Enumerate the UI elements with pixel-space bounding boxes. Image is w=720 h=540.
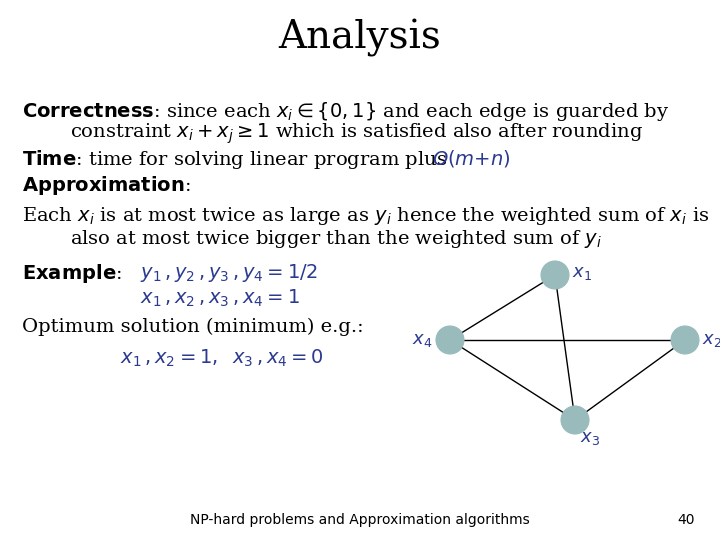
Text: $\mathbf{Approximation}$:: $\mathbf{Approximation}$: — [22, 174, 191, 197]
Text: $y_1\,, y_2\,, y_3\,, y_4 = 1/2$: $y_1\,, y_2\,, y_3\,, y_4 = 1/2$ — [140, 262, 318, 284]
Text: $x_1$: $x_1$ — [572, 264, 592, 282]
Text: $\mathbf{Example}$:: $\mathbf{Example}$: — [22, 262, 122, 285]
Text: also at most twice bigger than the weighted sum of $y_i$: also at most twice bigger than the weigh… — [70, 228, 602, 250]
Circle shape — [561, 406, 589, 434]
Text: $x_1\,, x_2\,, x_3\,, x_4 = 1$: $x_1\,, x_2\,, x_3\,, x_4 = 1$ — [140, 288, 300, 309]
Text: $O(m{+}n)$: $O(m{+}n)$ — [432, 148, 510, 169]
Text: Analysis: Analysis — [279, 19, 441, 57]
Text: $x_2$: $x_2$ — [702, 331, 720, 349]
Text: Each $x_i$ is at most twice as large as $y_i$ hence the weighted sum of $x_i$ is: Each $x_i$ is at most twice as large as … — [22, 205, 709, 227]
Text: 40: 40 — [678, 513, 695, 527]
Text: $x_4$: $x_4$ — [412, 331, 433, 349]
Circle shape — [541, 261, 569, 289]
Text: constraint $x_i + x_j \geq 1$ which is satisfied also after rounding: constraint $x_i + x_j \geq 1$ which is s… — [70, 122, 643, 146]
Text: $x_1\,, x_2 = 1, \;\; x_3\,, x_4 = 0$: $x_1\,, x_2 = 1, \;\; x_3\,, x_4 = 0$ — [120, 348, 324, 369]
Text: Optimum solution (minimum) e.g.:: Optimum solution (minimum) e.g.: — [22, 318, 364, 336]
Text: $\mathbf{Correctness}$: since each $x_i \in \{0,1\}$ and each edge is guarded by: $\mathbf{Correctness}$: since each $x_i … — [22, 100, 670, 123]
Text: $x_3$: $x_3$ — [580, 429, 600, 447]
Text: $\mathbf{Time}$: time for solving linear program plus: $\mathbf{Time}$: time for solving linear… — [22, 148, 449, 171]
Circle shape — [671, 326, 699, 354]
Text: NP-hard problems and Approximation algorithms: NP-hard problems and Approximation algor… — [190, 513, 530, 527]
Circle shape — [436, 326, 464, 354]
